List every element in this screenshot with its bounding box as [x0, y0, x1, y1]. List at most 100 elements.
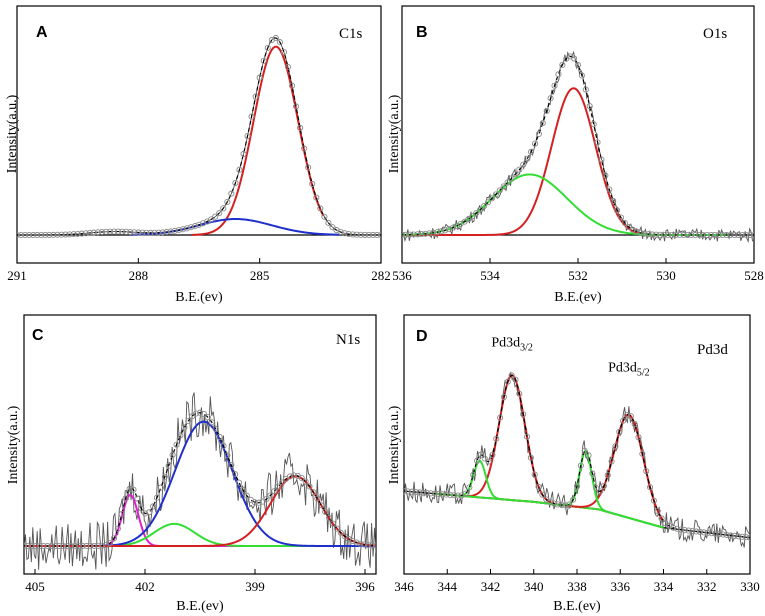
data-marker — [263, 496, 270, 503]
data-marker — [493, 435, 500, 442]
data-marker — [608, 458, 615, 465]
fitted-envelope-line — [17, 37, 381, 236]
data-marker — [512, 376, 519, 383]
data-marker — [177, 432, 184, 439]
data-marker — [142, 510, 149, 517]
data-marker — [220, 205, 227, 212]
component-peak-blue — [24, 420, 376, 547]
data-marker — [163, 228, 170, 236]
data-marker — [87, 542, 94, 549]
data-marker — [660, 231, 668, 238]
x-tick-label: 342 — [481, 579, 501, 594]
panel-b-plot: 536 534 532 530 528 — [392, 50, 764, 283]
panel-c-core-level: N1s — [336, 332, 360, 348]
data-marker — [135, 229, 142, 236]
data-marker — [232, 179, 239, 186]
data-marker — [48, 542, 55, 550]
data-marker — [228, 461, 235, 469]
data-marker — [458, 492, 465, 499]
data-marker — [547, 499, 554, 506]
data-marker — [153, 494, 161, 501]
data-marker — [256, 74, 263, 81]
data-marker — [621, 219, 628, 227]
data-marker — [598, 156, 605, 163]
data-marker — [707, 231, 715, 239]
data-marker — [185, 417, 192, 424]
data-marker — [573, 483, 581, 490]
data-marker — [196, 409, 204, 416]
data-marker — [239, 486, 247, 493]
fitted-envelope-line — [24, 412, 376, 547]
data-marker — [165, 462, 172, 469]
data-marker — [406, 231, 413, 238]
data-marker — [571, 55, 578, 62]
data-marker — [290, 472, 297, 479]
data-marker — [604, 472, 611, 479]
data-marker — [414, 231, 421, 238]
data-marker — [212, 213, 219, 220]
data-marker — [504, 378, 511, 385]
data-marker — [60, 542, 67, 550]
data-marker — [208, 419, 215, 426]
data-marker — [727, 231, 734, 239]
data-marker — [535, 130, 542, 138]
data-marker — [558, 501, 565, 509]
data-marker — [418, 231, 425, 238]
data-marker — [562, 502, 569, 509]
data-marker — [473, 457, 481, 464]
data-marker — [318, 502, 325, 509]
data-marker — [623, 412, 631, 419]
data-marker — [159, 229, 166, 236]
data-marker — [664, 231, 672, 238]
x-tick-label: 528 — [744, 268, 764, 283]
data-marker — [314, 495, 321, 502]
data-marker — [539, 491, 546, 498]
x-tick-label: 536 — [392, 268, 412, 283]
x-tick-label: 291 — [7, 268, 27, 283]
data-marker — [555, 71, 562, 78]
data-marker — [597, 488, 604, 495]
data-marker — [723, 531, 730, 539]
data-marker — [150, 503, 157, 510]
data-marker — [122, 495, 129, 502]
data-marker — [684, 231, 691, 239]
data-marker — [739, 231, 746, 239]
data-marker — [547, 95, 554, 102]
data-marker — [612, 443, 619, 450]
data-marker — [637, 229, 644, 236]
data-marker — [302, 478, 309, 485]
x-tick-label: 334 — [654, 579, 674, 594]
data-marker — [161, 473, 168, 480]
data-marker — [689, 527, 696, 535]
data-marker — [313, 194, 320, 201]
data-marker — [293, 103, 300, 110]
data-marker — [272, 34, 279, 42]
data-marker — [492, 191, 499, 198]
data-marker — [531, 471, 538, 478]
data-marker — [641, 230, 648, 237]
panel-d-label: D — [416, 328, 428, 345]
data-marker — [424, 489, 431, 497]
panel-a-x-axis-label: B.E.(ev) — [175, 290, 223, 305]
data-marker — [747, 231, 754, 239]
data-marker — [70, 231, 77, 238]
data-marker — [735, 533, 742, 540]
data-marker — [204, 414, 211, 421]
data-marker — [438, 228, 445, 235]
data-marker — [146, 509, 153, 516]
data-marker — [212, 425, 219, 432]
data-marker — [349, 231, 356, 238]
peak-annotation: Pd3d3/2 — [491, 335, 533, 353]
data-marker — [50, 231, 57, 238]
data-marker — [554, 501, 561, 508]
data-marker — [322, 508, 329, 515]
data-marker — [276, 39, 283, 46]
panel-d: D Pd3d B.E.(ev) Intensity(a.u.) 346 344 34… — [387, 314, 760, 614]
data-marker — [600, 482, 607, 489]
data-marker — [731, 231, 738, 239]
data-marker — [485, 458, 492, 465]
data-marker — [711, 231, 718, 239]
data-marker — [52, 542, 59, 550]
data-marker — [610, 197, 617, 205]
data-marker — [361, 541, 368, 548]
